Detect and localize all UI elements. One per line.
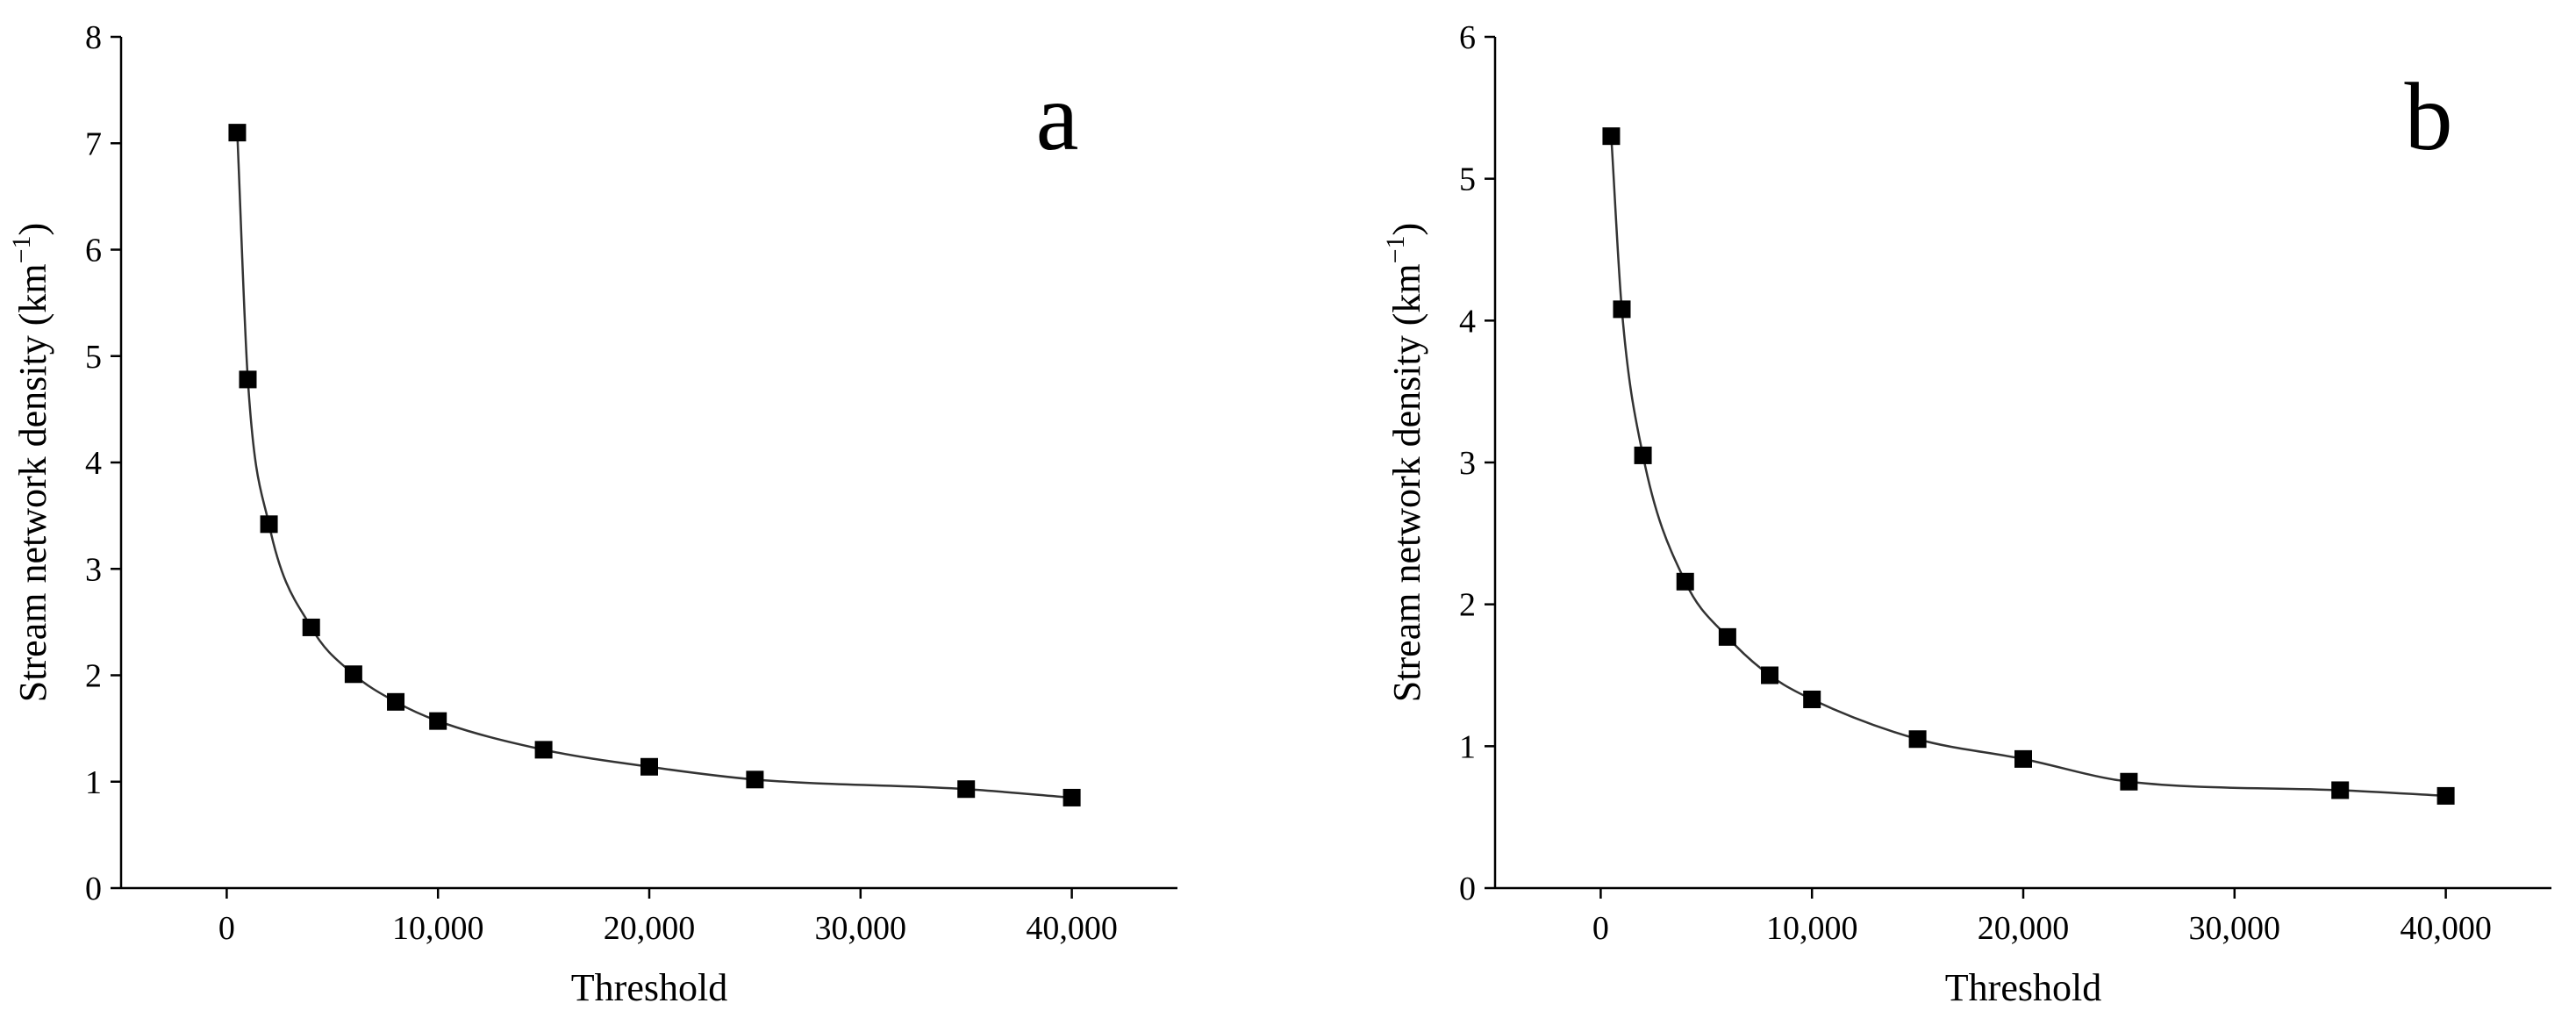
chart-panel-a: 0 1 2 3 4 5 6 7 8 0 10,000 20,000 30,000 40,000 Thresh… (7, 19, 1177, 1009)
panel-a-data-point (260, 515, 278, 534)
panel-a-data-point (534, 741, 553, 759)
panel-a-x-tick-label: 10,000 (392, 910, 484, 947)
panel-a-label: a (1036, 63, 1079, 170)
panel-b-data-point (1676, 572, 1694, 591)
panel-b-label: b (2405, 63, 2453, 170)
panel-a-y-tick-label: 2 (85, 658, 102, 695)
panel-b-data-point (1908, 730, 1927, 749)
panel-a-y-axis-title-close: ) (11, 223, 54, 236)
panel-a-data-point (228, 124, 247, 142)
panel-a-data-point (746, 770, 764, 789)
panel-a-y-tick-label: 3 (85, 551, 102, 588)
panel-a-data-point (387, 692, 405, 711)
panel-b-y-axis-title-text: Stream network density (km (1385, 263, 1428, 702)
panel-a-data-point (640, 757, 658, 776)
panel-a-y-tick-label: 6 (85, 233, 102, 269)
panel-b-x-tick-label: 10,000 (1766, 910, 1858, 947)
panel-a-y-tick-label: 4 (85, 445, 102, 482)
panel-a-x-tick-label: 40,000 (1026, 910, 1118, 947)
panel-a-x-tick-label: 0 (218, 910, 235, 947)
panel-b-data-point (2331, 781, 2350, 799)
panel-a-x-tick-label: 30,000 (815, 910, 907, 947)
panel-b-y-axis-title-close: ) (1385, 223, 1428, 236)
panel-a-data-point (1063, 788, 1081, 806)
chart-panel-b: 0 1 2 3 4 5 6 0 10,000 20,000 30,000 40,000 Threshol… (1381, 19, 2551, 1009)
panel-b-data-point (1634, 446, 1652, 464)
panel-b-data-point (2120, 772, 2138, 791)
panel-a-data-point (429, 712, 447, 730)
panel-a-y-tick-label: 0 (85, 871, 102, 907)
panel-b-x-tick-label: 30,000 (2189, 910, 2281, 947)
panel-b-y-axis-title-superscript: −1 (1381, 235, 1410, 263)
panel-b-y-tick-label: 4 (1459, 303, 1476, 340)
panel-a-x-tick-label: 20,000 (604, 910, 696, 947)
panel-b-data-point (2014, 749, 2032, 768)
panel-b-data-point (1602, 127, 1621, 146)
panel-b-x-tick-label: 20,000 (1978, 910, 2070, 947)
panel-a-y-tick-label: 5 (85, 339, 102, 376)
panel-b-y-tick-label: 1 (1459, 728, 1476, 765)
panel-a-data-point (957, 780, 976, 799)
panel-a-x-axis-title: Threshold (571, 966, 727, 1009)
panel-a-y-axis-title: Stream network density (km−1) (7, 223, 54, 702)
panel-b-y-tick-label: 6 (1459, 19, 1476, 56)
panel-b-y-tick-label: 2 (1459, 587, 1476, 624)
panel-b-x-axis-title: Threshold (1945, 966, 2101, 1009)
panel-b-data-point (2436, 786, 2455, 805)
panel-b-data-point (1613, 300, 1631, 319)
panel-a-y-tick-label: 8 (85, 19, 102, 56)
panel-b-data-point (1761, 666, 1779, 684)
panel-b-y-axis-title: Stream network density (km−1) (1381, 223, 1428, 702)
panel-b-y-tick-label: 0 (1459, 871, 1476, 907)
panel-b-data-point (1803, 690, 1821, 708)
panel-a-data-point (344, 665, 362, 684)
panel-b-x-tick-label: 0 (1592, 910, 1609, 947)
panel-b-data-point (1718, 627, 1736, 646)
panel-a-y-axis-title-text: Stream network density (km (11, 263, 54, 702)
panel-a-y-tick-label: 7 (85, 125, 102, 162)
panel-b-x-tick-label: 40,000 (2400, 910, 2492, 947)
panel-a-y-tick-label: 1 (85, 764, 102, 801)
panel-b-series-line (1610, 136, 2446, 798)
panel-a-y-axis-title-superscript: −1 (7, 235, 36, 263)
panel-a-data-point (239, 370, 257, 389)
panel-a-data-point (302, 618, 320, 636)
panel-b-y-tick-label: 3 (1459, 445, 1476, 482)
panel-b-y-tick-label: 5 (1459, 161, 1476, 198)
panel-a-series-line (236, 133, 1072, 799)
